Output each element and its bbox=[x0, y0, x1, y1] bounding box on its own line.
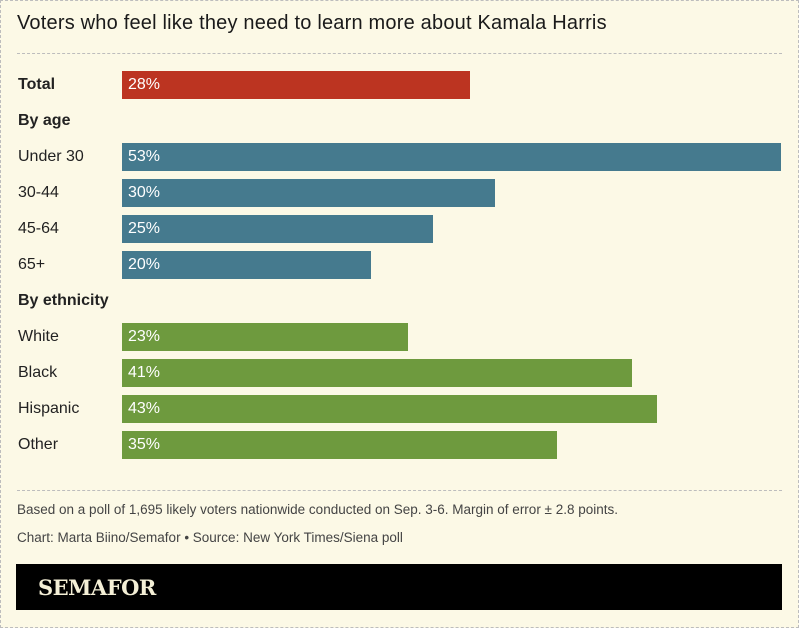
bar: 43% bbox=[122, 395, 657, 423]
title-divider bbox=[17, 53, 782, 54]
methodology-note: Based on a poll of 1,695 likely voters n… bbox=[17, 502, 619, 517]
semafor-logo: SEMAFOR bbox=[38, 575, 156, 600]
category-label: Under 30 bbox=[18, 148, 84, 165]
value-label: 30% bbox=[128, 184, 161, 201]
category-label: 45-64 bbox=[18, 220, 59, 237]
chart-title: Voters who feel like they need to learn … bbox=[17, 12, 607, 34]
category-label: Other bbox=[18, 436, 59, 453]
bar: 25% bbox=[122, 215, 433, 243]
bar: 30% bbox=[122, 179, 496, 207]
value-label: 35% bbox=[128, 436, 161, 453]
group-heading: By age bbox=[18, 112, 71, 129]
category-label: Black bbox=[18, 364, 58, 381]
bar: 41% bbox=[122, 359, 632, 387]
value-label: 28% bbox=[128, 76, 161, 93]
value-label: 20% bbox=[128, 256, 161, 273]
value-label: 43% bbox=[128, 400, 161, 417]
credit-note: Chart: Marta Biino/Semafor • Source: New… bbox=[17, 530, 403, 545]
category-label: White bbox=[18, 328, 59, 345]
category-label: Total bbox=[18, 76, 56, 93]
bar: 28% bbox=[122, 71, 471, 99]
bar: 53% bbox=[122, 143, 781, 171]
bar: 20% bbox=[122, 251, 371, 279]
group-heading: By ethnicity bbox=[18, 292, 109, 309]
category-label: Hispanic bbox=[18, 400, 80, 417]
value-label: 41% bbox=[128, 364, 161, 381]
category-label: 65+ bbox=[18, 256, 46, 273]
bar: 35% bbox=[122, 431, 558, 459]
bar: 23% bbox=[122, 323, 408, 351]
value-label: 25% bbox=[128, 220, 161, 237]
value-label: 53% bbox=[128, 148, 161, 165]
category-label: 30-44 bbox=[18, 184, 59, 201]
brand-footer: SEMAFOR bbox=[16, 564, 782, 610]
value-label: 23% bbox=[128, 328, 161, 345]
footer-divider bbox=[17, 490, 782, 491]
